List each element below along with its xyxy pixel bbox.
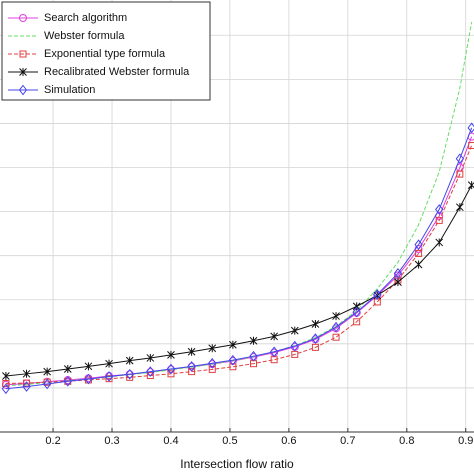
marker [394,278,402,287]
marker [311,320,320,328]
marker [353,318,361,326]
marker [332,312,340,321]
x-tick-label: 0.4 [163,435,178,447]
marker [19,68,27,76]
marker [270,346,279,358]
marker [435,238,444,247]
marker [393,267,403,279]
x-tick-label: 0.9 [458,435,473,447]
marker [22,369,31,378]
series-line [5,127,473,390]
marker [331,321,341,333]
x-tick-label: 0.6 [281,435,296,447]
x-tick-label: 0.3 [104,435,119,447]
marker [187,347,196,356]
marker [229,340,237,349]
marker [467,181,474,190]
marker [270,332,278,341]
marker [468,141,474,149]
marker [167,370,175,378]
marker [208,344,217,353]
marker [229,363,237,371]
marker [290,326,299,335]
marker [1,383,11,395]
marker [352,302,361,311]
marker [290,340,299,352]
marker [63,375,72,387]
x-tick-label: 0.5 [222,435,237,447]
marker [146,353,155,362]
legend-label: Exponential type formula [44,48,166,60]
marker [167,350,175,359]
marker [435,216,443,224]
marker [332,333,340,341]
marker [146,372,154,380]
marker [373,289,382,300]
marker [23,379,31,387]
marker [43,367,52,376]
marker [125,356,134,365]
marker [18,84,28,96]
marker [414,260,423,269]
series-line [5,184,473,377]
marker [291,350,299,358]
x-axis-label: Intersection flow ratio [180,457,294,471]
series-line [5,145,473,385]
marker [43,378,52,390]
legend-label: Recalibrated Webster formula [44,66,190,78]
legend-label: Simulation [44,84,95,96]
x-tick-label: 0.7 [340,435,355,447]
legend-label: Search algorithm [44,12,127,24]
marker [84,362,93,371]
marker [19,14,27,22]
marker [22,381,31,392]
x-tick-label: 0.2 [45,435,60,447]
marker [456,170,464,178]
marker [352,306,361,318]
marker [228,354,238,366]
marker [414,239,423,250]
marker [467,122,474,134]
marker [125,368,134,380]
legend-label: Webster formula [44,30,125,42]
marker [415,249,423,257]
marker [455,153,464,165]
marker [2,372,10,381]
marker [249,350,258,362]
marker [166,363,176,375]
marker [311,333,320,344]
marker [104,371,114,382]
marker [105,359,113,368]
marker [2,380,10,388]
marker [208,357,217,369]
series-line [5,136,473,386]
marker [311,343,319,351]
marker [188,368,196,376]
marker [208,365,216,373]
marker [19,50,27,58]
marker [84,373,93,385]
marker [146,366,155,377]
marker [455,203,464,212]
marker [435,204,444,215]
x-tick-label: 0.8 [399,435,414,447]
marker [249,336,258,345]
marker [187,361,196,372]
marker [63,364,72,373]
